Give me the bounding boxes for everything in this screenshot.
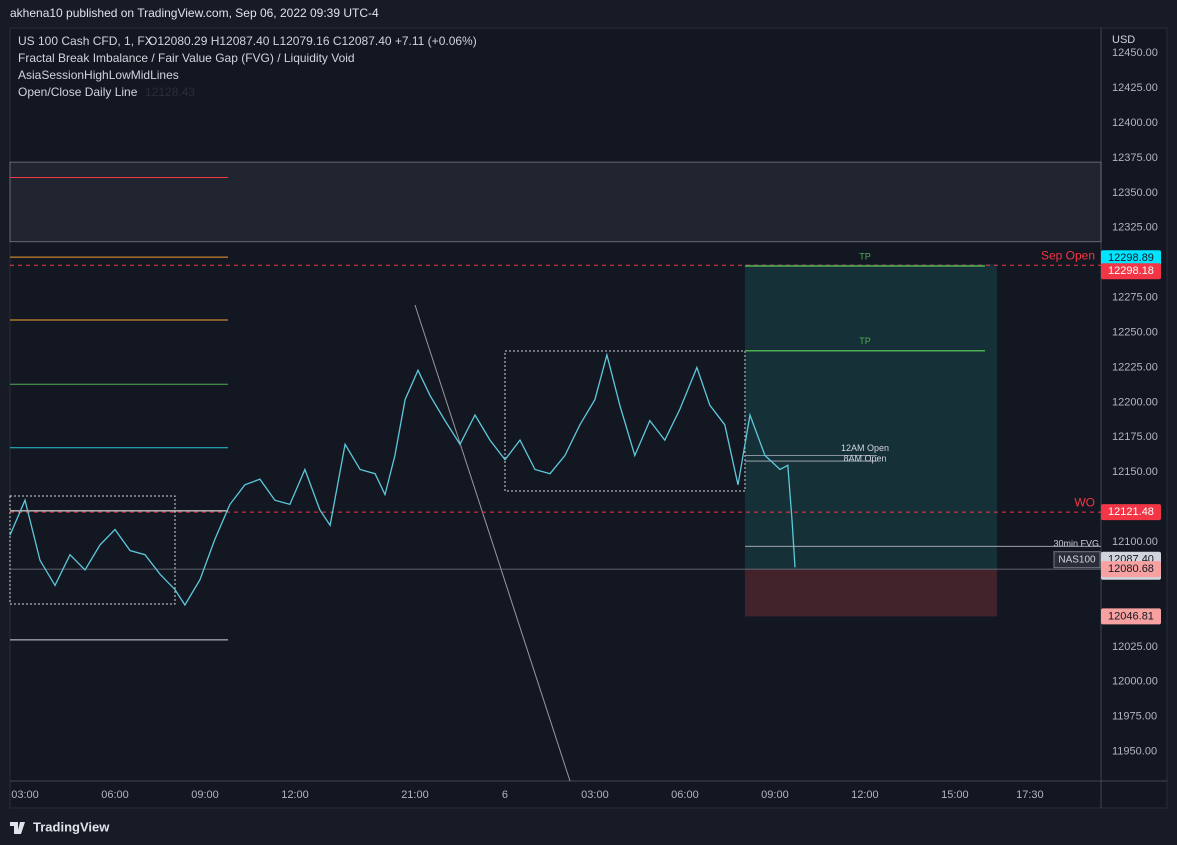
- chart-frame: [9, 27, 1168, 809]
- x-tick-label: 6: [502, 789, 508, 801]
- level-label: WO: [1074, 495, 1095, 509]
- profit-zone: [744, 264, 997, 570]
- x-tick-label: 06:00: [101, 789, 129, 801]
- publish-header: akhena10 published on TradingView.com, S…: [10, 6, 379, 20]
- footer-brand: TradingView: [33, 819, 110, 834]
- price-tag-label: 12046.81: [1108, 610, 1154, 622]
- range-box: [504, 350, 746, 492]
- y-tick-label: 12200.00: [1112, 396, 1158, 408]
- range-box: [9, 495, 176, 605]
- y-tick-label: 12375.00: [1112, 152, 1158, 164]
- legend-value: 12128.43: [145, 85, 195, 99]
- x-tick-label: 15:00: [941, 789, 969, 801]
- annotation-label: 12AM Open: [841, 443, 889, 453]
- y-tick-label: 12150.00: [1112, 466, 1158, 478]
- x-tick-label: 21:00: [401, 789, 429, 801]
- loss-zone: [744, 569, 997, 617]
- fvg-zone: [9, 161, 1102, 243]
- legend-ohlc: O12080.29 H12087.40 L12079.16 C12087.40 …: [148, 34, 477, 48]
- annotation-label: TP: [859, 251, 871, 261]
- x-tick-label: 03:00: [11, 789, 39, 801]
- currency-label: USD: [1112, 34, 1135, 46]
- y-tick-label: 12275.00: [1112, 292, 1158, 304]
- y-tick-label: 12175.00: [1112, 431, 1158, 443]
- y-tick-label: 12325.00: [1112, 222, 1158, 234]
- y-tick-label: 11975.00: [1112, 711, 1157, 723]
- price-tag: [1101, 608, 1161, 625]
- legend-indicator: Fractal Break Imbalance / Fair Value Gap…: [18, 51, 355, 65]
- price-tag: [1101, 561, 1161, 578]
- price-line: [9, 352, 796, 607]
- y-tick-label: 12400.00: [1112, 117, 1158, 129]
- price-tag: [1101, 263, 1161, 280]
- y-tick-label: 12350.00: [1112, 187, 1158, 199]
- x-tick-label: 06:00: [671, 789, 699, 801]
- annotation-label: 30min FVG: [1053, 539, 1099, 549]
- price-tag: [1101, 504, 1161, 521]
- trend-line: [414, 304, 571, 782]
- series-name: NAS100: [1058, 554, 1096, 565]
- y-tick-label: 12000.00: [1112, 676, 1158, 688]
- legend-indicator: AsiaSessionHighLowMidLines: [18, 68, 179, 82]
- legend-symbol: US 100 Cash CFD, 1, FX: [18, 34, 153, 48]
- x-tick-label: 09:00: [761, 789, 789, 801]
- annotation-label: TP: [859, 336, 871, 346]
- series-tag: [1053, 551, 1101, 569]
- x-tick-label: 12:00: [851, 789, 879, 801]
- price-tag-label: 12080.68: [1108, 563, 1154, 575]
- y-tick-label: 12025.00: [1112, 641, 1158, 653]
- x-tick-label: 03:00: [581, 789, 609, 801]
- y-tick-label: 12225.00: [1112, 361, 1158, 373]
- price-tag: [1101, 250, 1161, 267]
- brand-logo: [10, 822, 25, 834]
- legend-indicator: Open/Close Daily Line: [18, 85, 138, 99]
- price-tag-label: 12298.89: [1108, 252, 1154, 264]
- x-tick-label: 17:30: [1016, 789, 1044, 801]
- x-tick-label: 09:00: [191, 789, 219, 801]
- x-tick-label: 12:00: [281, 789, 309, 801]
- y-tick-label: 12450.00: [1112, 47, 1158, 59]
- y-tick-label: 11950.00: [1112, 746, 1157, 758]
- annotation-label: 8AM Open: [843, 453, 886, 463]
- y-tick-label: 12250.00: [1112, 326, 1158, 338]
- y-tick-label: 12425.00: [1112, 82, 1158, 94]
- price-tag-label: 12121.48: [1108, 506, 1154, 518]
- price-tag-label: 12298.18: [1108, 265, 1154, 277]
- level-label: Sep Open: [1041, 248, 1095, 262]
- y-tick-label: 12100.00: [1112, 536, 1158, 548]
